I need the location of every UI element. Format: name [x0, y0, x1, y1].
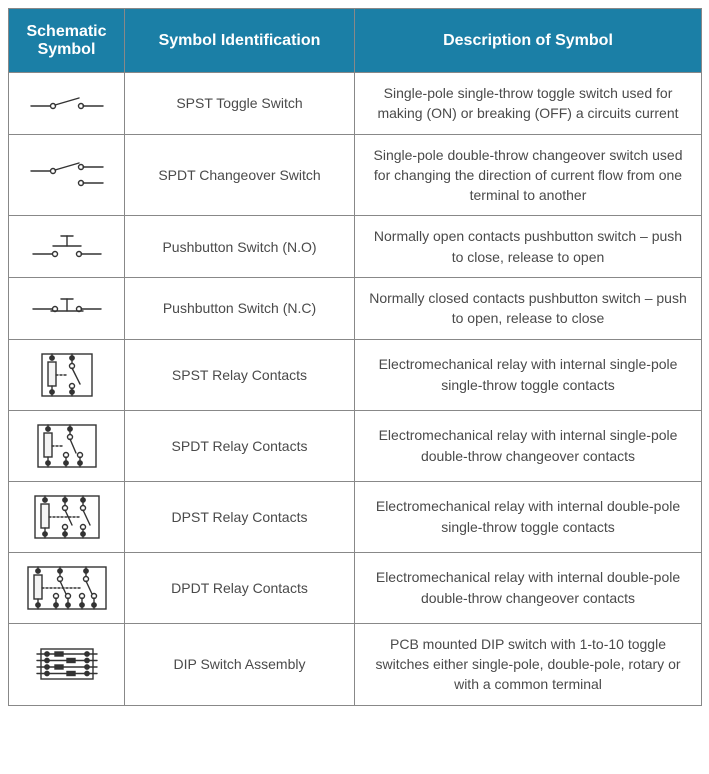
symbol-identification: DPST Relay Contacts: [125, 481, 355, 552]
symbol-identification: SPST Relay Contacts: [125, 339, 355, 410]
symbol-identification: Pushbutton Switch (N.C): [125, 278, 355, 340]
table-row: SPST Relay ContactsElectromechanical rel…: [9, 339, 702, 410]
dpst-relay-icon: [9, 481, 125, 552]
symbol-identification: SPDT Changeover Switch: [125, 134, 355, 216]
col-header-description: Description of Symbol: [355, 9, 702, 73]
symbol-description: Normally open contacts pushbutton switch…: [355, 216, 702, 278]
symbol-description: Electromechanical relay with internal si…: [355, 410, 702, 481]
col-header-symbol: Schematic Symbol: [9, 9, 125, 73]
table-row: DPST Relay ContactsElectromechanical rel…: [9, 481, 702, 552]
table-row: Pushbutton Switch (N.C)Normally closed c…: [9, 278, 702, 340]
symbol-identification: DIP Switch Assembly: [125, 623, 355, 705]
dpdt-relay-icon: [9, 552, 125, 623]
symbol-description: Electromechanical relay with internal si…: [355, 339, 702, 410]
spst-toggle-icon: [9, 73, 125, 135]
table-header-row: Schematic Symbol Symbol Identification D…: [9, 9, 702, 73]
symbol-description: Electromechanical relay with internal do…: [355, 552, 702, 623]
table-row: SPST Toggle SwitchSingle-pole single-thr…: [9, 73, 702, 135]
pushbutton-no-icon: [9, 216, 125, 278]
symbol-description: Normally closed contacts pushbutton swit…: [355, 278, 702, 340]
pushbutton-nc-icon: [9, 278, 125, 340]
table-row: Pushbutton Switch (N.O)Normally open con…: [9, 216, 702, 278]
spdt-relay-icon: [9, 410, 125, 481]
table-row: DIP Switch AssemblyPCB mounted DIP switc…: [9, 623, 702, 705]
schematic-symbols-table: Schematic Symbol Symbol Identification D…: [8, 8, 702, 706]
spst-relay-icon: [9, 339, 125, 410]
table-row: SPDT Relay ContactsElectromechanical rel…: [9, 410, 702, 481]
table-row: SPDT Changeover SwitchSingle-pole double…: [9, 134, 702, 216]
col-header-identification: Symbol Identification: [125, 9, 355, 73]
symbol-description: Electromechanical relay with internal do…: [355, 481, 702, 552]
symbol-identification: SPDT Relay Contacts: [125, 410, 355, 481]
symbol-identification: SPST Toggle Switch: [125, 73, 355, 135]
dip-switch-icon: [9, 623, 125, 705]
table-row: DPDT Relay ContactsElectromechanical rel…: [9, 552, 702, 623]
symbol-description: Single-pole double-throw changeover swit…: [355, 134, 702, 216]
symbol-description: PCB mounted DIP switch with 1-to-10 togg…: [355, 623, 702, 705]
symbol-identification: Pushbutton Switch (N.O): [125, 216, 355, 278]
symbol-identification: DPDT Relay Contacts: [125, 552, 355, 623]
symbol-description: Single-pole single-throw toggle switch u…: [355, 73, 702, 135]
spdt-changeover-icon: [9, 134, 125, 216]
